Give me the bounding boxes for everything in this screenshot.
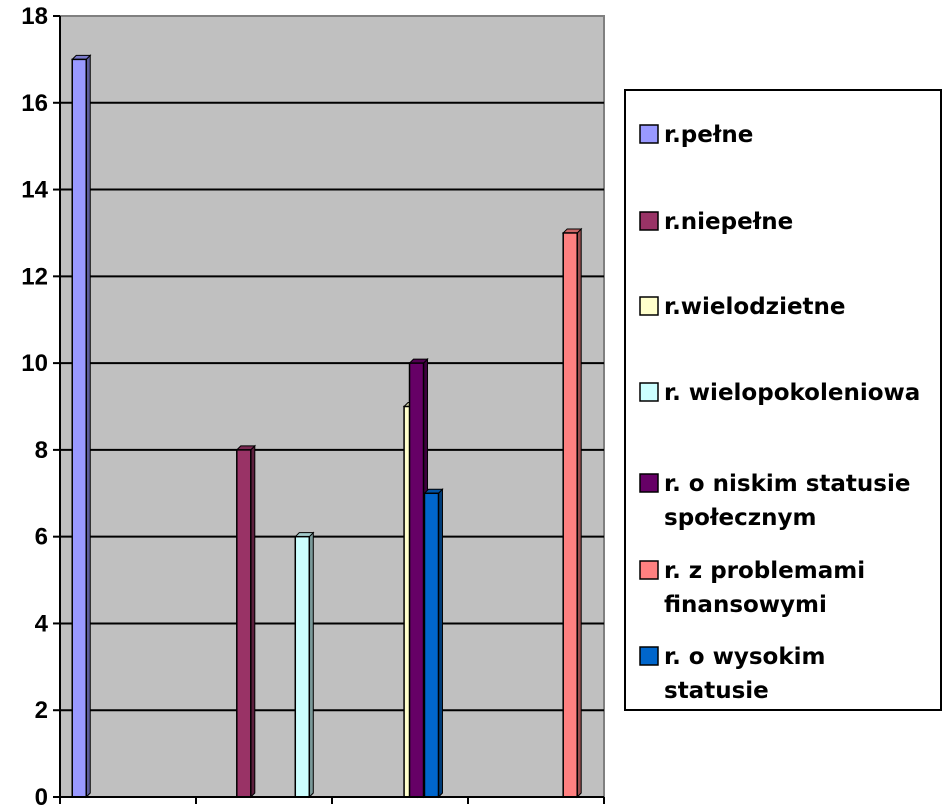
bar xyxy=(235,444,257,799)
y-tick-label: 14 xyxy=(21,177,48,204)
bar-front xyxy=(71,58,87,798)
legend-swatch xyxy=(639,211,659,231)
y-tick-label: 16 xyxy=(21,90,48,117)
bar-front xyxy=(423,492,440,798)
legend-swatch xyxy=(639,646,659,666)
plot-background xyxy=(59,15,605,798)
legend-label: r. o niskim statusie społecznym xyxy=(664,471,918,531)
plot-area xyxy=(59,15,605,798)
legend-item: r. o wysokim statusie xyxy=(639,644,834,704)
legend-label: r.pełne xyxy=(664,122,753,148)
y-tick-label: 6 xyxy=(35,524,48,551)
legend-swatch xyxy=(639,124,659,144)
legend-label: r. o wysokim statusie xyxy=(664,644,834,704)
bar xyxy=(561,227,583,799)
y-tick-label: 10 xyxy=(21,350,48,377)
bar-front xyxy=(294,535,311,798)
legend: r.pełne r.niepełne r.wielodzietne r. wielop… xyxy=(624,89,942,711)
legend-item: r. z problemami finansowymi xyxy=(639,558,873,618)
legend-swatch xyxy=(639,560,659,580)
bar xyxy=(423,488,444,799)
bar xyxy=(294,531,315,799)
bar xyxy=(71,54,92,799)
legend-item: r. wielopokoleniowa xyxy=(639,380,920,406)
legend-swatch xyxy=(639,473,659,493)
legend-label: r. wielopokoleniowa xyxy=(664,380,920,406)
legend-label: r.wielodzietne xyxy=(664,294,846,320)
legend-label: r. z problemami finansowymi xyxy=(664,558,873,618)
legend-label: r.niepełne xyxy=(664,209,793,235)
bar-front xyxy=(408,362,425,798)
legend-swatch xyxy=(639,296,659,316)
y-tick-label: 0 xyxy=(35,784,48,811)
y-tick-label: 12 xyxy=(21,263,48,290)
legend-item: r. o niskim statusie społecznym xyxy=(639,471,918,531)
y-tick-label: 8 xyxy=(35,437,48,464)
legend-swatch xyxy=(639,382,659,402)
axes: 0 2 4 6 8 10 12 14 16 18 xyxy=(21,3,605,811)
legend-item: r.niepełne xyxy=(639,209,793,235)
bar-front xyxy=(562,232,578,798)
y-tick-label: 18 xyxy=(21,3,48,30)
bars xyxy=(71,54,583,799)
bar-front xyxy=(236,449,252,798)
legend-item: r.pełne xyxy=(639,122,753,148)
legend-item: r.wielodzietne xyxy=(639,294,846,320)
y-tick-label: 2 xyxy=(35,697,48,724)
legend-box xyxy=(624,89,942,711)
y-tick-label: 4 xyxy=(35,610,49,637)
